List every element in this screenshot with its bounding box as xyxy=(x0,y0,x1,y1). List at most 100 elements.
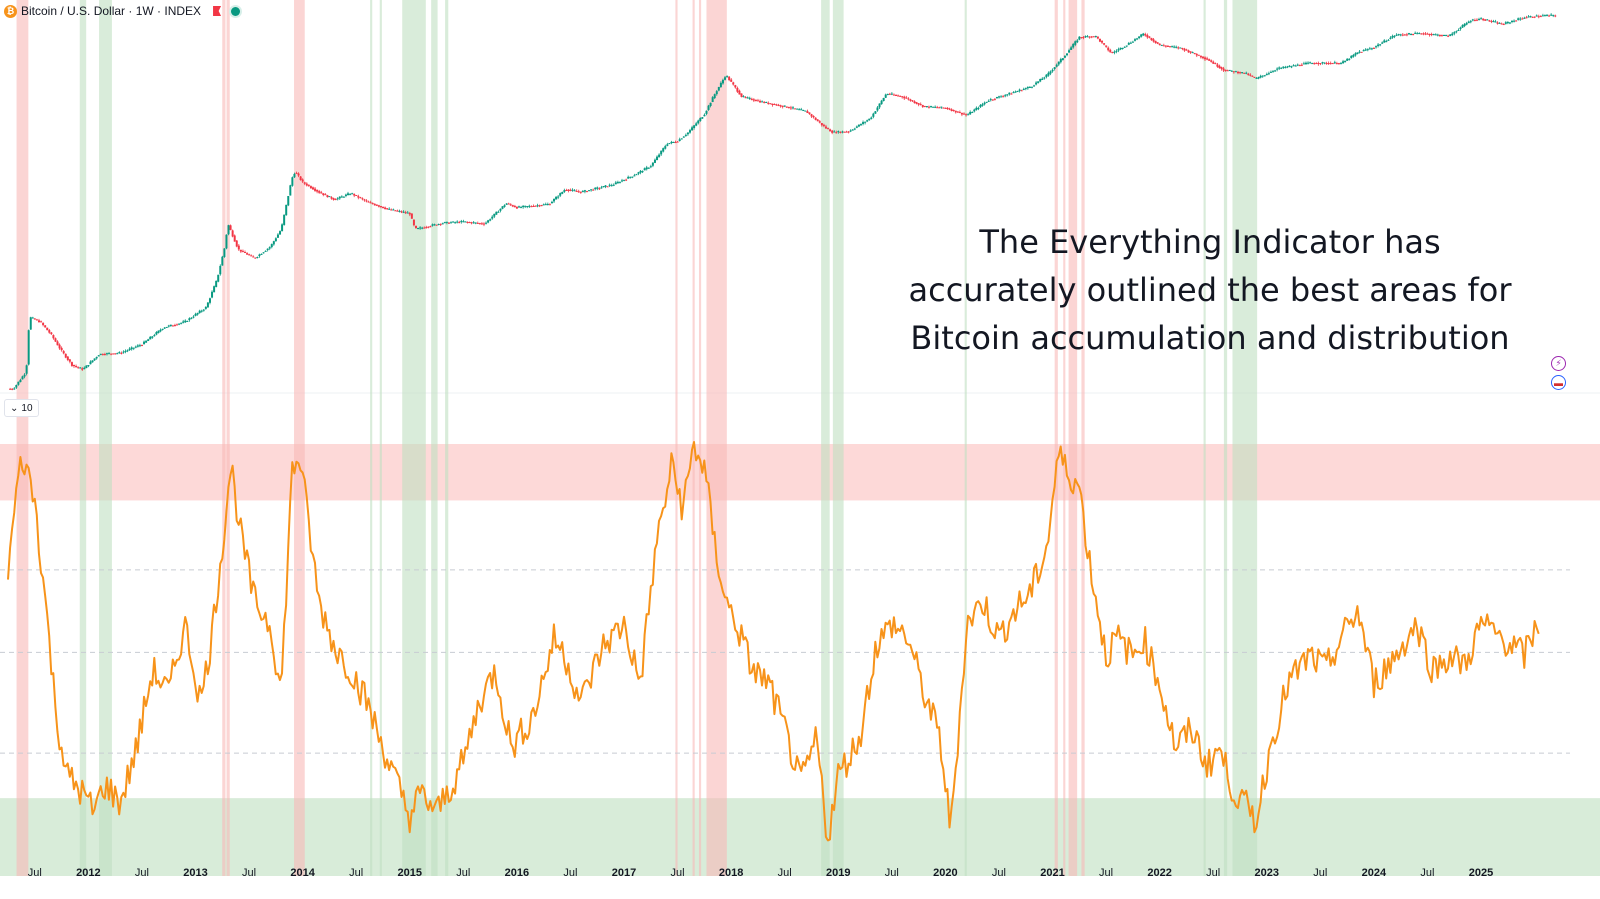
price-candle-body xyxy=(359,197,362,199)
price-candle-body xyxy=(25,365,28,374)
price-candle-body xyxy=(1548,15,1551,17)
x-tick-label: Jul xyxy=(456,867,470,879)
price-candle-body xyxy=(1241,72,1244,74)
price-candle-body xyxy=(524,205,527,207)
price-candle-body xyxy=(911,100,914,102)
price-candle-body xyxy=(124,350,127,352)
price-candle-body xyxy=(1294,65,1297,67)
price-candle-body xyxy=(1440,35,1443,37)
price-candle-body xyxy=(227,225,230,235)
price-candle-body xyxy=(75,365,78,367)
price-candle-body xyxy=(289,185,292,196)
price-candle-body xyxy=(466,221,469,223)
price-candle-body xyxy=(513,205,516,208)
price-candle-body xyxy=(1152,39,1155,42)
price-candle-body xyxy=(266,248,269,251)
price-candle-body xyxy=(464,221,467,223)
price-candle-body xyxy=(635,174,638,176)
price-candle-body xyxy=(1426,33,1429,35)
price-candle-body xyxy=(1350,55,1353,59)
price-candle-body xyxy=(1428,33,1431,36)
price-candle-body xyxy=(1288,65,1291,67)
price-candle-body xyxy=(1323,62,1326,64)
symbol-header[interactable]: ₿ Bitcoin / U.S. Dollar · 1W · INDEX xyxy=(4,2,241,20)
price-candle-body xyxy=(1418,33,1421,35)
price-candle-body xyxy=(594,187,597,190)
annotation-text: The Everything Indicator has accurately … xyxy=(880,218,1540,362)
price-candle-body xyxy=(1035,82,1038,85)
price-candle-body xyxy=(1541,15,1544,17)
price-candle-body xyxy=(1222,68,1225,71)
price-candle-body xyxy=(645,167,648,170)
x-tick-label: 2020 xyxy=(933,867,957,879)
price-candle-body xyxy=(15,385,18,388)
price-candle-body xyxy=(1105,45,1108,47)
price-candle-body xyxy=(412,219,415,226)
distribution-highlight xyxy=(1063,0,1066,876)
price-candle-body xyxy=(1546,14,1549,16)
accumulation-highlight xyxy=(1232,0,1258,876)
price-candle-body xyxy=(1331,63,1334,65)
price-candle-body xyxy=(219,265,222,275)
price-candle-body xyxy=(1337,63,1340,65)
indicator-pane-toggle[interactable]: ⌄ 10 xyxy=(4,399,39,417)
price-candle-body xyxy=(200,310,203,312)
price-candle-body xyxy=(719,82,722,87)
price-candle-body xyxy=(569,189,572,191)
price-candle-body xyxy=(1430,34,1433,36)
price-candle-body xyxy=(31,317,34,319)
price-candle-body xyxy=(1519,18,1522,20)
accumulation-band xyxy=(0,798,1600,876)
price-candle-body xyxy=(853,128,856,130)
price-candle-body xyxy=(244,252,247,254)
price-candle-body xyxy=(590,189,593,191)
price-candle-body xyxy=(1080,37,1083,39)
price-candle-body xyxy=(876,107,879,111)
price-candle-body xyxy=(1084,36,1087,38)
price-candle-body xyxy=(1037,81,1040,83)
us-flag-economy-icon[interactable]: ▬ xyxy=(1551,375,1566,390)
price-candle-body xyxy=(1008,92,1011,95)
price-candle-body xyxy=(163,327,166,329)
price-candle-body xyxy=(291,177,294,186)
price-candle-body xyxy=(773,104,776,106)
price-candle-body xyxy=(225,234,228,249)
price-candle-body xyxy=(377,205,380,207)
price-candle-body xyxy=(250,255,253,257)
price-candle-body xyxy=(155,332,158,335)
price-candle-body xyxy=(796,108,799,110)
price-candle-body xyxy=(390,209,393,211)
price-candle-body xyxy=(1185,49,1188,51)
price-candle-body xyxy=(1020,90,1023,92)
price-candle-body xyxy=(97,355,100,357)
price-candle-body xyxy=(184,320,187,323)
price-candle-body xyxy=(198,310,201,314)
price-candle-body xyxy=(1224,69,1227,72)
price-candle-body xyxy=(180,322,183,324)
price-candle-body xyxy=(1492,21,1495,23)
price-candle-body xyxy=(927,106,930,108)
lightning-alert-icon[interactable]: ⚡ xyxy=(1551,356,1566,371)
price-candle-body xyxy=(369,202,372,204)
price-candle-body xyxy=(1399,34,1402,36)
distribution-highlight xyxy=(1068,0,1078,876)
price-candle-body xyxy=(229,225,232,231)
price-candle-body xyxy=(363,199,366,201)
price-candle-body xyxy=(666,144,669,146)
red-flag-icon[interactable] xyxy=(213,6,222,16)
price-candle-body xyxy=(60,347,63,351)
price-candle-body xyxy=(1059,59,1062,63)
price-candle-body xyxy=(1552,14,1555,16)
price-candle-body xyxy=(693,125,696,128)
price-candle-body xyxy=(1074,41,1077,45)
price-candle-body xyxy=(604,185,607,187)
price-candle-body xyxy=(231,230,234,237)
price-candle-body xyxy=(890,93,893,95)
price-candle-body xyxy=(1177,47,1180,49)
distribution-highlight xyxy=(16,0,29,876)
price-candle-body xyxy=(979,104,982,108)
accumulation-highlight xyxy=(832,0,844,876)
price-candle-body xyxy=(1449,34,1452,36)
price-candle-body xyxy=(806,111,809,114)
